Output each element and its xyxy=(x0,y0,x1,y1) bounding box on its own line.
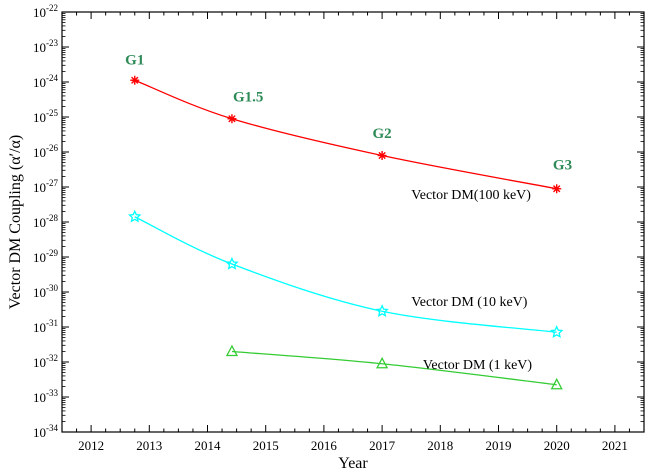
data-point-marker xyxy=(375,304,389,317)
data-point-marker xyxy=(550,377,563,390)
series-label: Vector DM (10 keV) xyxy=(411,295,528,310)
y-tick-label: 10-29 xyxy=(33,248,58,265)
x-tick-label: 2020 xyxy=(544,438,570,453)
y-tick-label: 10-28 xyxy=(33,213,58,230)
data-point-marker xyxy=(128,209,142,223)
x-axis-label: Year xyxy=(338,455,368,472)
annotation-label: G2 xyxy=(373,126,392,142)
x-tick-label: 2019 xyxy=(486,438,512,453)
data-point-marker xyxy=(225,256,239,270)
x-tick-label: 2021 xyxy=(602,438,628,453)
marker-stroke xyxy=(228,115,236,123)
x-tick-label: 2017 xyxy=(369,438,396,453)
series-2: Vector DM (1 keV) xyxy=(225,344,563,390)
data-point-marker xyxy=(225,344,239,357)
marker-stroke xyxy=(378,151,386,160)
y-tick-label: 10-24 xyxy=(33,73,58,90)
data-point-marker xyxy=(377,151,387,160)
y-tick-label: 10-31 xyxy=(33,318,58,335)
y-tick-label: 10-32 xyxy=(33,353,58,370)
series-label: Vector DM(100 keV) xyxy=(411,188,531,203)
series-line xyxy=(134,216,557,333)
series-line xyxy=(231,350,557,386)
y-tick-label: 10-25 xyxy=(33,108,58,125)
y-axis-label: Vector DM Coupling (α′/α) xyxy=(7,135,24,309)
data-point-marker xyxy=(130,75,140,85)
series-0: Vector DM(100 keV) xyxy=(130,75,562,203)
x-tick-label: 2013 xyxy=(136,438,162,453)
x-tick-label: 2012 xyxy=(78,438,104,453)
y-tick-label: 10-33 xyxy=(33,388,58,405)
x-tick-label: 2014 xyxy=(195,438,222,453)
y-tick-label: 10-30 xyxy=(33,283,58,300)
series-1: Vector DM (10 keV) xyxy=(128,209,564,338)
y-tick-label: 10-22 xyxy=(33,3,58,20)
data-point-marker xyxy=(227,114,237,124)
annotation-label: G3 xyxy=(553,158,572,174)
series-layer: Vector DM(100 keV) Vector DM (10 keV) Vect… xyxy=(128,75,564,390)
x-tick-label: 2015 xyxy=(253,438,279,453)
series-line xyxy=(134,79,557,190)
annotation-label: G1 xyxy=(125,53,144,69)
series-label: Vector DM (1 keV) xyxy=(423,358,533,373)
x-tick-label: 2016 xyxy=(311,438,338,453)
label-layer: G1 G1.5 G2 G3 xyxy=(125,53,572,174)
x-tick-label: 2018 xyxy=(427,438,453,453)
plot-frame xyxy=(61,11,645,433)
y-tick-label: 10-27 xyxy=(33,178,58,195)
data-point-marker xyxy=(552,184,562,194)
y-tick-label: 10-26 xyxy=(33,143,58,160)
data-point-marker xyxy=(376,356,389,369)
y-tick-label: 10-34 xyxy=(33,423,58,440)
marker-stroke xyxy=(553,185,561,193)
annotation-label: G1.5 xyxy=(233,89,263,105)
y-tick-label: 10-23 xyxy=(33,38,58,55)
data-point-marker xyxy=(549,325,564,338)
marker-stroke xyxy=(131,76,139,84)
